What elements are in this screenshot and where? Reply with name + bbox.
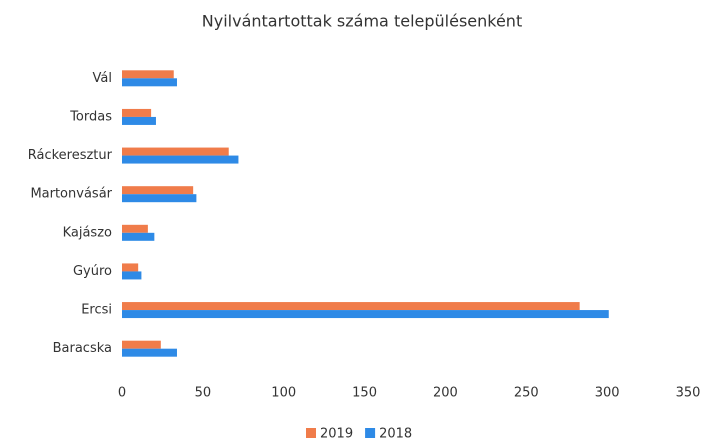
x-tick-label: 50 — [195, 386, 212, 401]
legend-label: 2019 — [320, 427, 353, 442]
x-tick-label: 350 — [676, 386, 701, 401]
y-tick-label: Baracska — [53, 341, 112, 356]
bar — [122, 348, 177, 357]
y-tick-label: Kajászo — [63, 225, 112, 240]
bar — [122, 147, 229, 156]
x-tick-label: 250 — [514, 386, 539, 401]
y-tick-label: Ercsi — [81, 303, 112, 318]
bar — [122, 70, 174, 79]
bar — [122, 340, 161, 349]
legend-label: 2018 — [379, 427, 412, 442]
x-tick-label: 200 — [433, 386, 458, 401]
bar — [122, 232, 155, 241]
y-tick-label: Tordas — [69, 109, 112, 124]
bar — [122, 263, 139, 272]
bar — [122, 155, 239, 164]
y-tick-label: Vál — [93, 71, 112, 86]
y-tick-label: Gyúro — [73, 264, 112, 279]
legend-swatch — [365, 428, 376, 438]
x-tick-label: 0 — [118, 386, 126, 401]
bar — [122, 116, 156, 125]
bar — [122, 186, 194, 195]
bar — [122, 310, 609, 319]
x-tick-label: 300 — [595, 386, 620, 401]
bar — [122, 302, 580, 311]
y-tick-label: Ráckeresztur — [28, 148, 113, 163]
bar — [122, 194, 197, 203]
bar — [122, 108, 152, 117]
y-tick-label: Martonvásár — [30, 187, 112, 202]
bar — [122, 78, 177, 87]
bar — [122, 271, 142, 280]
legend-swatch — [306, 428, 316, 438]
x-tick-label: 100 — [271, 386, 296, 401]
bar — [122, 224, 148, 233]
chart-title: Nyilvántartottak száma településenként — [202, 12, 522, 31]
x-tick-label: 150 — [352, 386, 377, 401]
